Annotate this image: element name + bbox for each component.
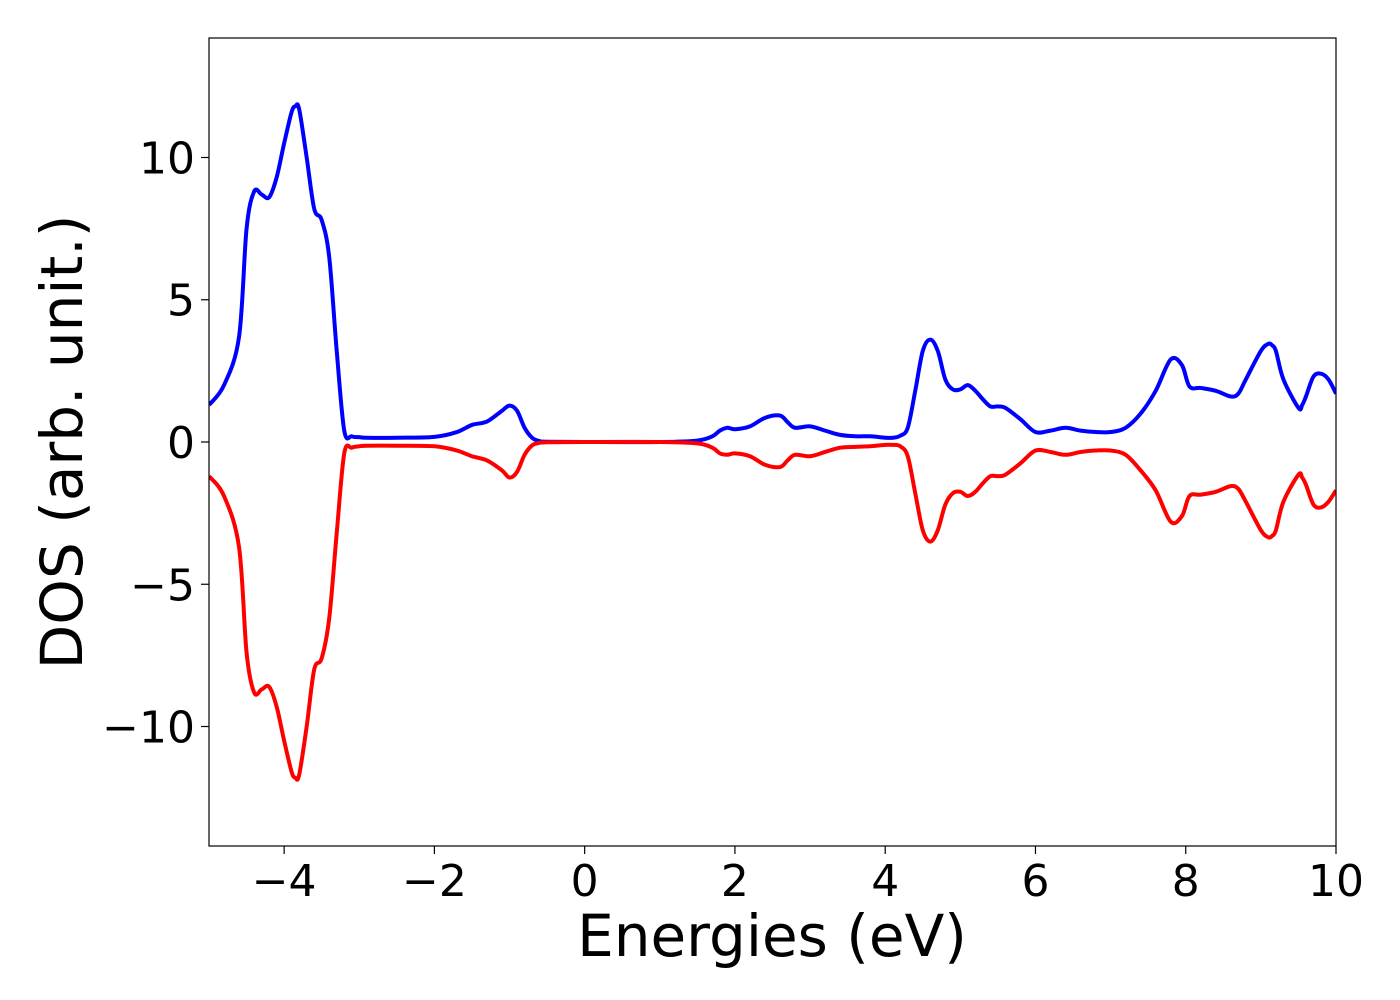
x-tick-label: 2 — [721, 856, 749, 907]
y-axis-ticks: −10 −5 0 5 10 — [102, 133, 209, 754]
x-axis-label: Energies (eV) — [577, 902, 967, 970]
y-tick-label: 5 — [167, 276, 195, 327]
x-tick-label: −4 — [252, 856, 317, 907]
x-tick-label: 6 — [1021, 856, 1049, 907]
x-axis-ticks: −4 −2 0 2 4 6 8 10 — [252, 846, 1364, 907]
x-tick-label: −2 — [402, 856, 467, 907]
x-tick-label: 10 — [1308, 856, 1364, 907]
y-axis-label: DOS (arb. unit.) — [28, 215, 96, 670]
y-tick-label: 0 — [167, 418, 195, 469]
y-tick-label: −10 — [102, 703, 195, 754]
spin-down-dos-line — [209, 439, 1336, 782]
x-tick-label: 4 — [871, 856, 899, 907]
series-layer — [209, 102, 1336, 782]
y-tick-label: 10 — [139, 133, 195, 184]
x-tick-label: 8 — [1172, 856, 1200, 907]
spin-up-dos-line — [209, 102, 1336, 445]
y-tick-label: −5 — [130, 560, 195, 611]
x-tick-label: 0 — [571, 856, 599, 907]
